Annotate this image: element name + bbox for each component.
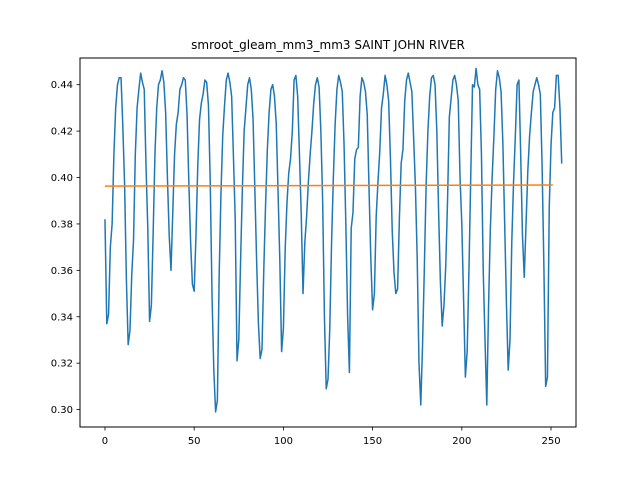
x-tick-label: 100 [274, 436, 293, 447]
y-tick-label: 0.38 [51, 219, 73, 230]
x-axis: 0 50 100 150 200 250 [102, 427, 561, 447]
x-tick-label: 250 [541, 436, 560, 447]
y-tick-label: 0.30 [51, 405, 73, 416]
y-tick-label: 0.34 [51, 312, 73, 323]
y-axis: 0.30 0.32 0.34 0.36 0.38 0.40 0.42 0.44 [51, 80, 80, 416]
x-tick-label: 0 [102, 436, 108, 447]
y-tick-label: 0.42 [51, 127, 73, 138]
series-line-2 [104, 184, 553, 187]
x-tick-label: 200 [452, 436, 471, 447]
y-tick-label: 0.36 [51, 266, 73, 277]
y-tick-label: 0.32 [51, 359, 73, 370]
plot-area [104, 67, 563, 413]
axes-frame [79, 57, 577, 428]
y-tick-label: 0.44 [51, 80, 73, 91]
chart-title: smroot_gleam_mm3_mm3 SAINT JOHN RIVER [191, 38, 465, 52]
x-tick-label: 150 [363, 436, 382, 447]
y-tick-label: 0.40 [51, 173, 73, 184]
series-line-1 [104, 67, 563, 413]
x-tick-label: 50 [188, 436, 201, 447]
